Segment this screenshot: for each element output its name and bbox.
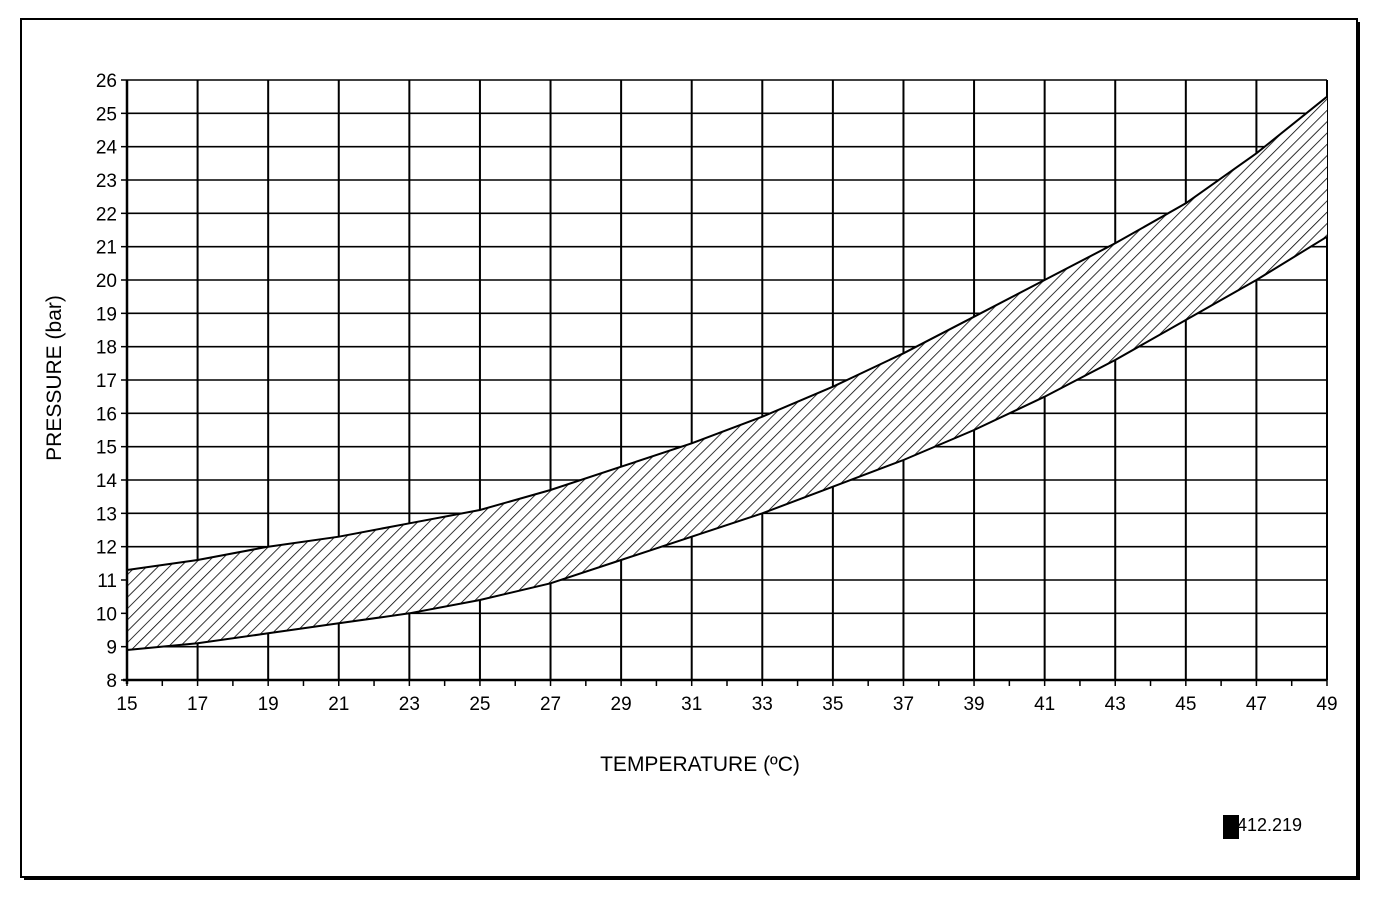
y-tick-label-26: 26 xyxy=(96,71,117,92)
axes xyxy=(121,79,1328,686)
tick-labels: 15 17 19 21 23 25 27 29 31 33 35 37 39 41 43 45 47 49 8 9 10… xyxy=(96,71,1338,715)
y-tick-label-16: 16 xyxy=(96,404,117,425)
y-tick-label-19: 19 xyxy=(96,304,117,325)
band-lower-bound xyxy=(126,235,1328,651)
y-axis-title: PRESSURE (bar) xyxy=(43,295,66,461)
y-tick-label-24: 24 xyxy=(96,138,118,159)
y-tick-label-22: 22 xyxy=(96,204,117,225)
y-tick-label-17: 17 xyxy=(96,371,117,392)
x-tick-label-47: 47 xyxy=(1246,694,1267,715)
x-tick-label-37: 37 xyxy=(893,694,914,715)
y-tick-label-23: 23 xyxy=(96,171,117,192)
x-axis-title: TEMPERATURE (ºC) xyxy=(600,753,800,776)
y-tick-label-11: 11 xyxy=(97,571,117,592)
x-tick-label-17: 17 xyxy=(187,694,208,715)
band-upper-bound xyxy=(126,95,1328,571)
band-hatch xyxy=(127,96,1327,650)
y-tick-label-8: 8 xyxy=(106,671,117,692)
x-tick-label-33: 33 xyxy=(752,694,773,715)
pressure-band xyxy=(126,95,1328,651)
frame-shadow-bottom xyxy=(24,876,1360,880)
y-tick-label-20: 20 xyxy=(96,271,117,292)
y-tick-label-18: 18 xyxy=(96,338,117,359)
figure-code: 412.219 xyxy=(1237,815,1302,835)
x-tick-label-49: 49 xyxy=(1316,694,1337,715)
y-tick-label-14: 14 xyxy=(96,471,118,492)
x-tick-label-45: 45 xyxy=(1175,694,1196,715)
y-tick-label-13: 13 xyxy=(96,504,117,525)
grid xyxy=(126,79,1328,681)
x-tick-label-27: 27 xyxy=(540,694,561,715)
x-tick-label-39: 39 xyxy=(963,694,984,715)
x-tick-label-41: 41 xyxy=(1034,694,1055,715)
figure-code-marker xyxy=(1223,815,1239,839)
y-tick-label-15: 15 xyxy=(96,438,117,459)
y-tick-label-25: 25 xyxy=(96,104,117,125)
x-tick-label-23: 23 xyxy=(399,694,420,715)
x-tick-label-21: 21 xyxy=(328,694,349,715)
y-tick-label-10: 10 xyxy=(96,604,117,625)
frame-shadow-right xyxy=(1356,22,1360,880)
x-tick-label-15: 15 xyxy=(116,694,137,715)
x-tick-label-35: 35 xyxy=(822,694,843,715)
y-tick-label-21: 21 xyxy=(96,238,117,259)
y-tick-label-9: 9 xyxy=(106,638,117,659)
x-tick-label-29: 29 xyxy=(611,694,632,715)
x-tick-label-19: 19 xyxy=(258,694,279,715)
y-tick-label-12: 12 xyxy=(96,538,117,559)
x-tick-label-43: 43 xyxy=(1105,694,1126,715)
x-tick-label-31: 31 xyxy=(681,694,702,715)
x-tick-label-25: 25 xyxy=(469,694,490,715)
